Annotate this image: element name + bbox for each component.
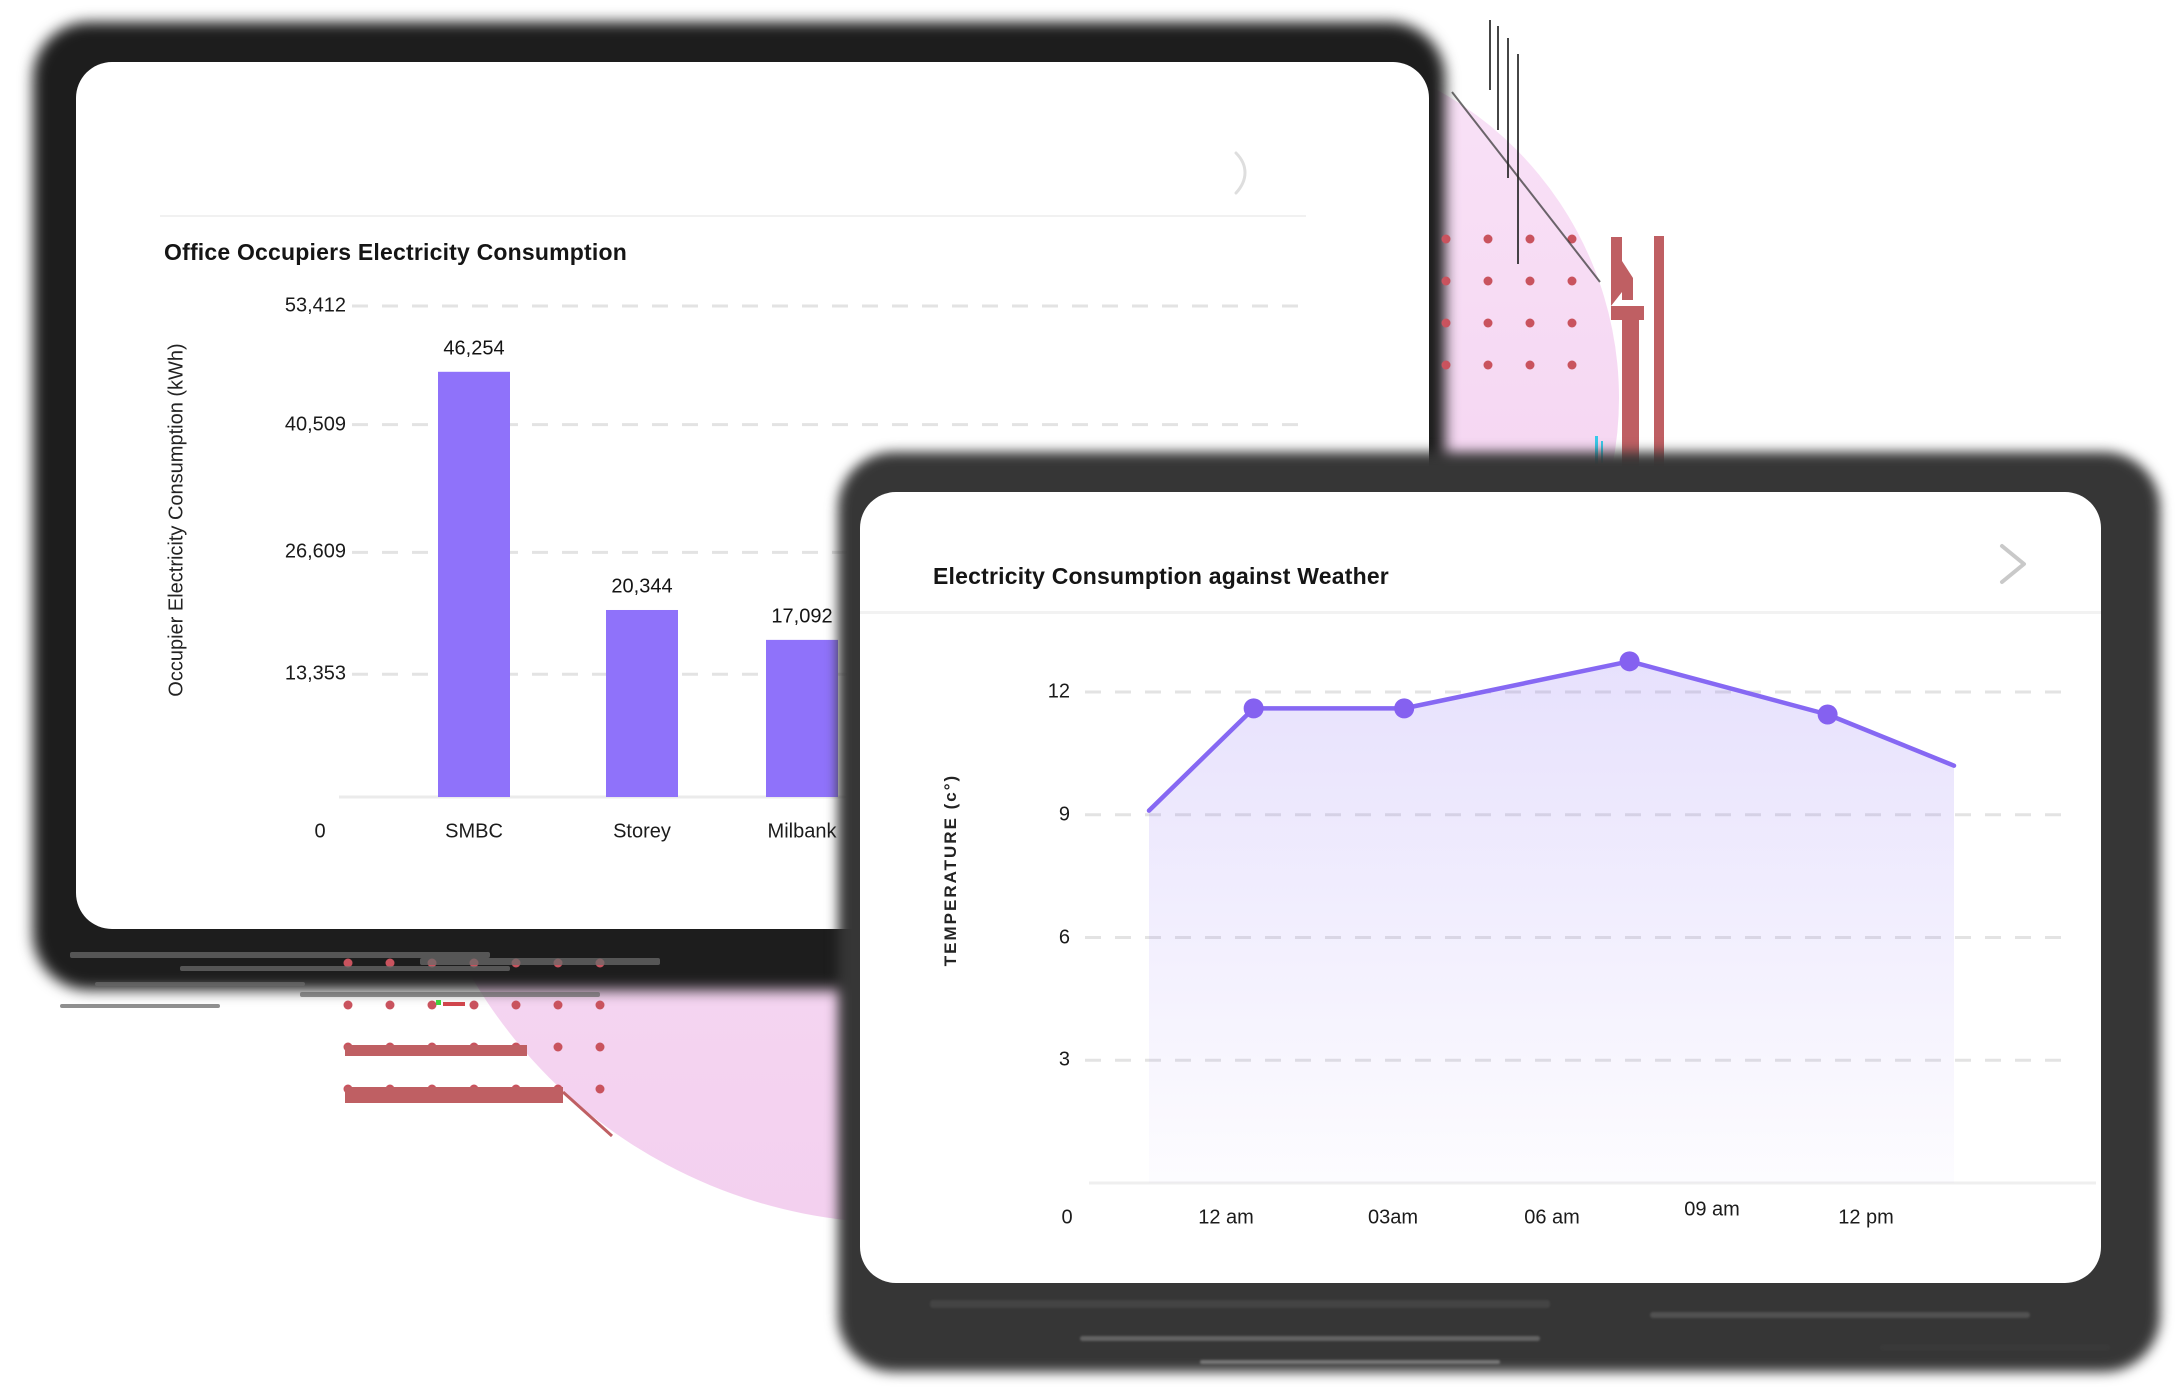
card-weather-consumption: Electricity Consumption against Weather <box>860 492 2101 1283</box>
card2-divider <box>860 611 2101 614</box>
line-marker-1[interactable] <box>1243 698 1264 719</box>
vertical-glitch-line <box>1489 20 1491 90</box>
chevron-curve-icon <box>1234 151 1247 195</box>
accent-bar-zigzag <box>1611 237 1644 478</box>
card2-title: Electricity Consumption against Weather <box>933 563 1389 590</box>
bar-milbank[interactable] <box>766 639 838 797</box>
vertical-glitch-line <box>1497 26 1499 130</box>
line-marker-4[interactable] <box>1817 704 1838 725</box>
stripe-2 <box>345 1087 563 1103</box>
shadow-streak <box>60 1004 220 1008</box>
accent-bar-straight <box>1654 236 1664 478</box>
bar-smbc[interactable] <box>438 371 510 797</box>
vertical-glitch-line <box>1517 54 1519 264</box>
card2-expand-button[interactable] <box>1994 538 2032 593</box>
red-glitch <box>443 1002 465 1006</box>
shadow-streak <box>300 992 600 997</box>
chevron-right-icon <box>2000 544 2026 584</box>
bar-storey[interactable] <box>606 609 678 797</box>
vertical-glitch-line <box>1507 38 1509 178</box>
edge-trace-line <box>1451 91 1601 283</box>
stripe-diagonal-tail <box>561 1090 614 1138</box>
stripe-1 <box>345 1045 527 1056</box>
line-marker-3[interactable] <box>1619 651 1640 672</box>
card1-title: Office Occupiers Electricity Consumption <box>164 239 627 266</box>
green-glitch <box>436 1000 441 1005</box>
line-marker-2[interactable] <box>1394 698 1415 719</box>
card1-expand-button[interactable] <box>1230 146 1256 203</box>
card1-divider <box>160 215 1306 217</box>
dot-grid-top-right <box>1441 234 1577 370</box>
